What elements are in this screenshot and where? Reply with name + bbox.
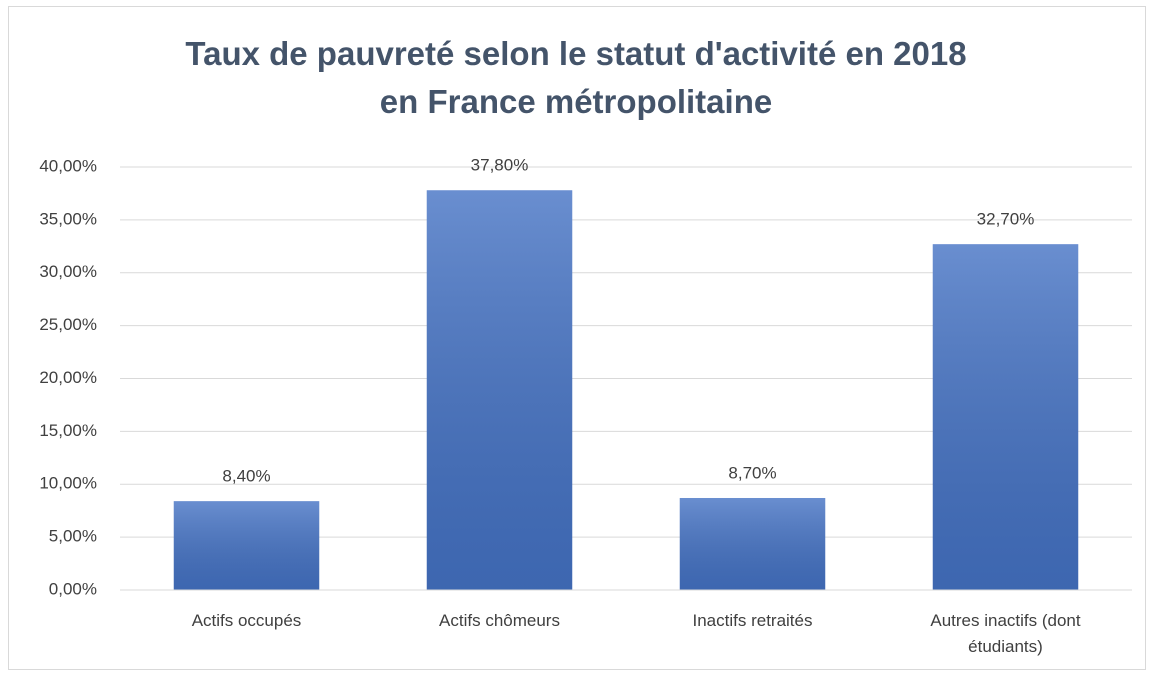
x-tick-label: Actifs occupés (191, 611, 302, 630)
y-tick-label: 30,00% (39, 262, 97, 281)
y-tick-label: 10,00% (39, 474, 97, 493)
x-tick-label: Actifs chômeurs (439, 611, 560, 630)
value-label: 8,70% (728, 463, 776, 482)
y-tick-label: 15,00% (39, 421, 97, 440)
bar-shade (173, 501, 320, 590)
y-tick-label: 5,00% (49, 527, 97, 546)
y-tick-label: 0,00% (49, 579, 97, 598)
chart-frame (8, 6, 1146, 670)
value-label: 32,70% (977, 210, 1035, 229)
x-tick-label: Inactifs retraités (692, 611, 813, 630)
value-label: 8,40% (222, 467, 270, 486)
x-tick-label: Autres inactifs (dont étudiants) (930, 611, 1081, 656)
y-tick-label: 40,00% (39, 156, 97, 175)
value-label: 37,80% (471, 156, 529, 175)
chart-title: Taux de pauvreté selon le statut d'activ… (185, 35, 967, 120)
bar-shade (679, 497, 826, 590)
bar-shade (932, 244, 1079, 590)
y-tick-label: 35,00% (39, 209, 97, 228)
y-tick-label: 20,00% (39, 368, 97, 387)
y-tick-label: 25,00% (39, 315, 97, 334)
bar-shade (426, 190, 573, 590)
